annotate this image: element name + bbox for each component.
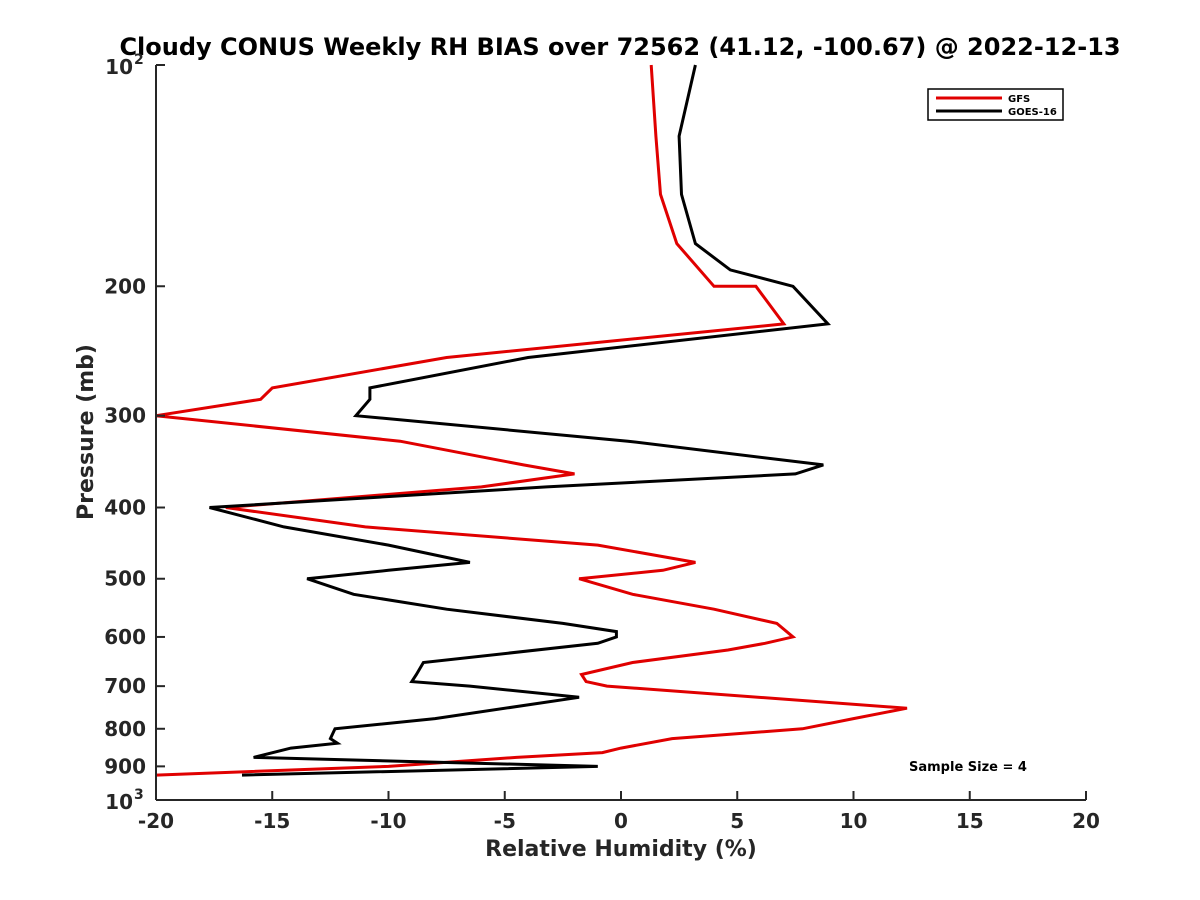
series-layer (155, 64, 908, 777)
x-tick-label: -15 (254, 809, 290, 833)
x-tick-label: 5 (730, 809, 744, 833)
x-tick-label: -20 (138, 809, 174, 833)
y-tick-label: 600 (104, 625, 146, 649)
y-tick-label: 900 (104, 754, 146, 778)
legend: GFS GOES-16 (927, 88, 1064, 121)
y-tick-label-exponent: 3 (134, 787, 144, 803)
x-tick-label: 10 (840, 809, 868, 833)
y-axis-label: Pressure (mb) (74, 344, 99, 520)
series-line-goes-16 (209, 64, 832, 777)
legend-box (927, 88, 1064, 121)
x-axis-label: Relative Humidity (%) (485, 837, 757, 862)
y-tick-label: 200 (104, 274, 146, 298)
x-tick-label: -10 (370, 809, 406, 833)
y-tick-label-power: 10 (105, 55, 133, 79)
y-tick-label: 400 (104, 496, 146, 520)
x-tick-label: 15 (956, 809, 984, 833)
x-tick-label: 20 (1072, 809, 1100, 833)
y-tick-label: 300 (104, 404, 146, 428)
legend-label: GFS (1008, 94, 1030, 105)
sample-size-annotation: Sample Size = 4 (909, 760, 1027, 775)
legend-label: GOES-16 (1008, 107, 1057, 118)
chart-title: Cloudy CONUS Weekly RH BIAS over 72562 (… (119, 33, 1120, 61)
legend-items: GFS GOES-16 (936, 94, 1057, 118)
y-tick-label: 700 (104, 674, 146, 698)
y-tick-label: 500 (104, 567, 146, 591)
y-tick-label-power: 10 (105, 790, 133, 814)
series-line-gfs (155, 64, 908, 777)
y-tick-label-exponent: 2 (134, 52, 144, 68)
x-tick-label: 0 (614, 809, 628, 833)
x-tick-label: -5 (494, 809, 516, 833)
y-tick-label: 800 (104, 717, 146, 741)
x-ticks: -20 -15 -10 -5 0 5 10 15 20 (138, 791, 1100, 833)
